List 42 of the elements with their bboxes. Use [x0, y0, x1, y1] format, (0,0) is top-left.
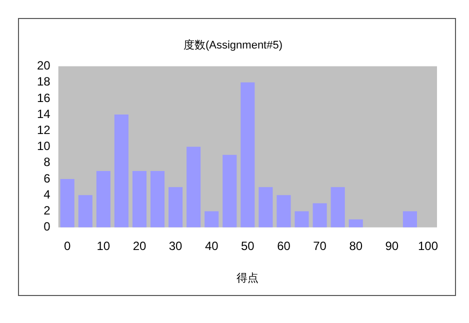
- y-tick-label: 2: [44, 204, 51, 218]
- bar: [204, 211, 219, 228]
- y-tick-label: 16: [36, 90, 51, 105]
- y-tick-label: 0: [44, 220, 51, 234]
- y-tick-label: 8: [44, 155, 51, 170]
- y-tick-label: 18: [36, 74, 51, 89]
- x-axis-title: 得点: [236, 271, 259, 284]
- bar: [294, 211, 309, 228]
- x-tick-label: 20: [132, 238, 146, 253]
- x-tick-label: 0: [64, 238, 72, 253]
- x-tick-label: 80: [349, 238, 363, 253]
- y-tick-label: 12: [36, 122, 51, 137]
- x-tick-label: 70: [313, 238, 327, 253]
- x-tick-label: 60: [277, 238, 291, 253]
- bar: [114, 114, 128, 228]
- bar: [168, 187, 183, 228]
- chart-title: 度数(Assignment#5): [183, 38, 283, 52]
- bar: [312, 203, 327, 228]
- y-tick-label: 4: [44, 187, 51, 202]
- bar: [402, 211, 417, 228]
- x-tick-label: 90: [385, 238, 399, 253]
- bar: [78, 195, 92, 228]
- bar: [330, 187, 345, 228]
- x-tick-label: 40: [204, 238, 219, 253]
- bar: [132, 170, 147, 228]
- bar: [96, 170, 110, 228]
- bar: [240, 82, 255, 228]
- x-tick-label: 50: [240, 238, 255, 253]
- bar: [186, 146, 201, 228]
- x-tick-label: 10: [96, 238, 110, 253]
- bar: [348, 219, 363, 228]
- y-tick-label: 10: [36, 139, 51, 154]
- bar: [222, 154, 237, 228]
- y-tick-label: 20: [36, 58, 51, 73]
- y-tick-label: 6: [44, 171, 51, 186]
- bar: [258, 187, 273, 228]
- bar: [150, 170, 165, 228]
- y-tick-label: 14: [36, 106, 51, 121]
- x-tick-label: 30: [168, 238, 183, 253]
- x-tick-label: 100: [418, 238, 438, 253]
- bar: [276, 195, 291, 228]
- bar: [60, 179, 74, 228]
